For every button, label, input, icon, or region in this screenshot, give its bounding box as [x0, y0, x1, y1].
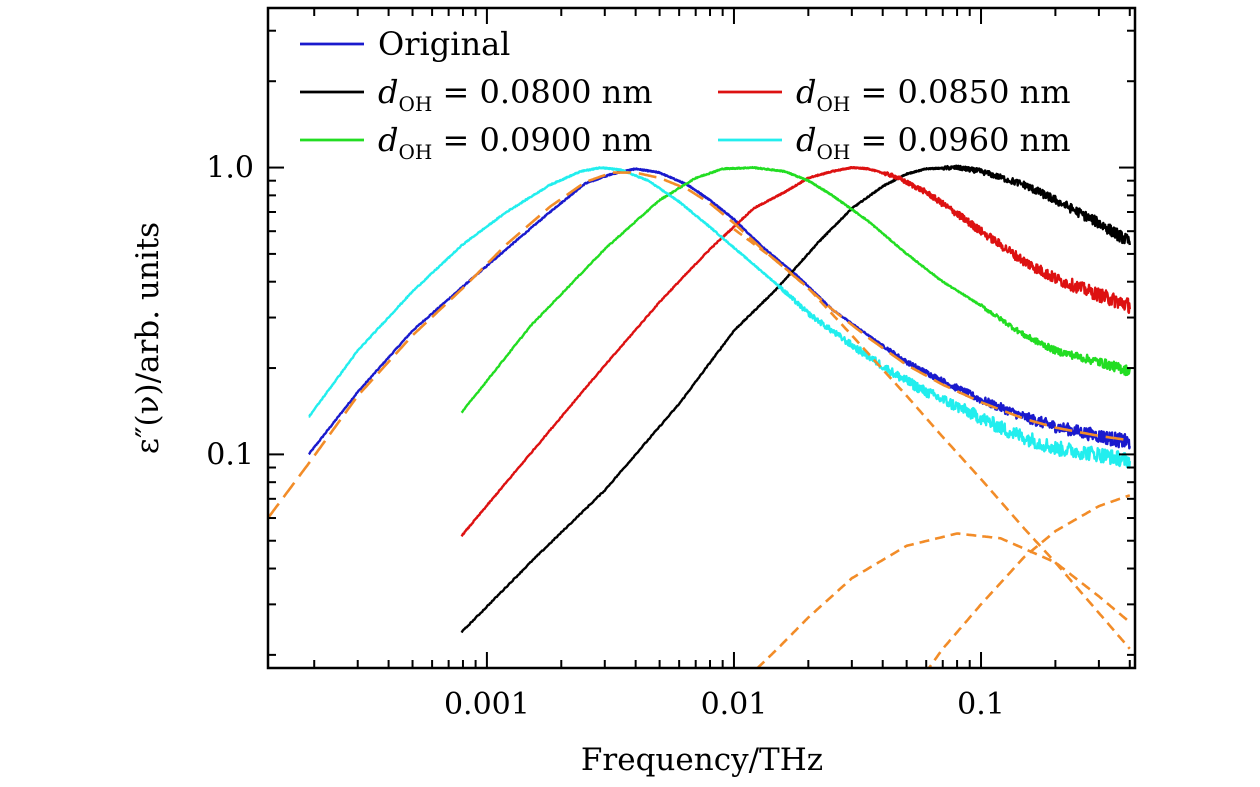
- y-axis-title: ε″(ν)/arb. units: [130, 222, 166, 454]
- y-tick-label: 1.0: [206, 151, 254, 186]
- legend-label: dOH = 0.0800 nm: [378, 73, 653, 116]
- series-layer: [268, 164, 1131, 668]
- series-line-1: [460, 164, 1131, 634]
- series-line-0: [308, 167, 1131, 456]
- legend-label: dOH = 0.0850 nm: [796, 73, 1071, 116]
- x-axis-title: Frequency/THz: [581, 742, 823, 778]
- series-line-4: [308, 166, 1131, 469]
- x-tick-label: 0.001: [444, 687, 530, 722]
- plot-frame: [266, 6, 1137, 670]
- x-tick-label: 0.01: [701, 687, 768, 722]
- legend-label: Original: [378, 25, 510, 63]
- fit-curve-5: [268, 171, 1131, 519]
- legend-label: dOH = 0.0960 nm: [796, 121, 1071, 164]
- y-tick-label: 0.1: [206, 437, 254, 472]
- tick-layer: [268, 8, 1135, 668]
- series-line-2: [460, 166, 1131, 538]
- fit-curve-8: [927, 494, 1131, 668]
- legend-label: dOH = 0.0900 nm: [378, 121, 653, 164]
- fit-curve-7: [755, 532, 1131, 668]
- series-line-3: [460, 165, 1131, 414]
- x-tick-label: 0.1: [957, 687, 1005, 722]
- fit-curve-6: [733, 228, 1131, 650]
- tick-label-layer: 0.001 0.01 0.1 0.1 1.0: [206, 151, 1005, 722]
- legend: Original dOH = 0.0800 nm dOH = 0.0850 nm dO…: [300, 25, 1071, 164]
